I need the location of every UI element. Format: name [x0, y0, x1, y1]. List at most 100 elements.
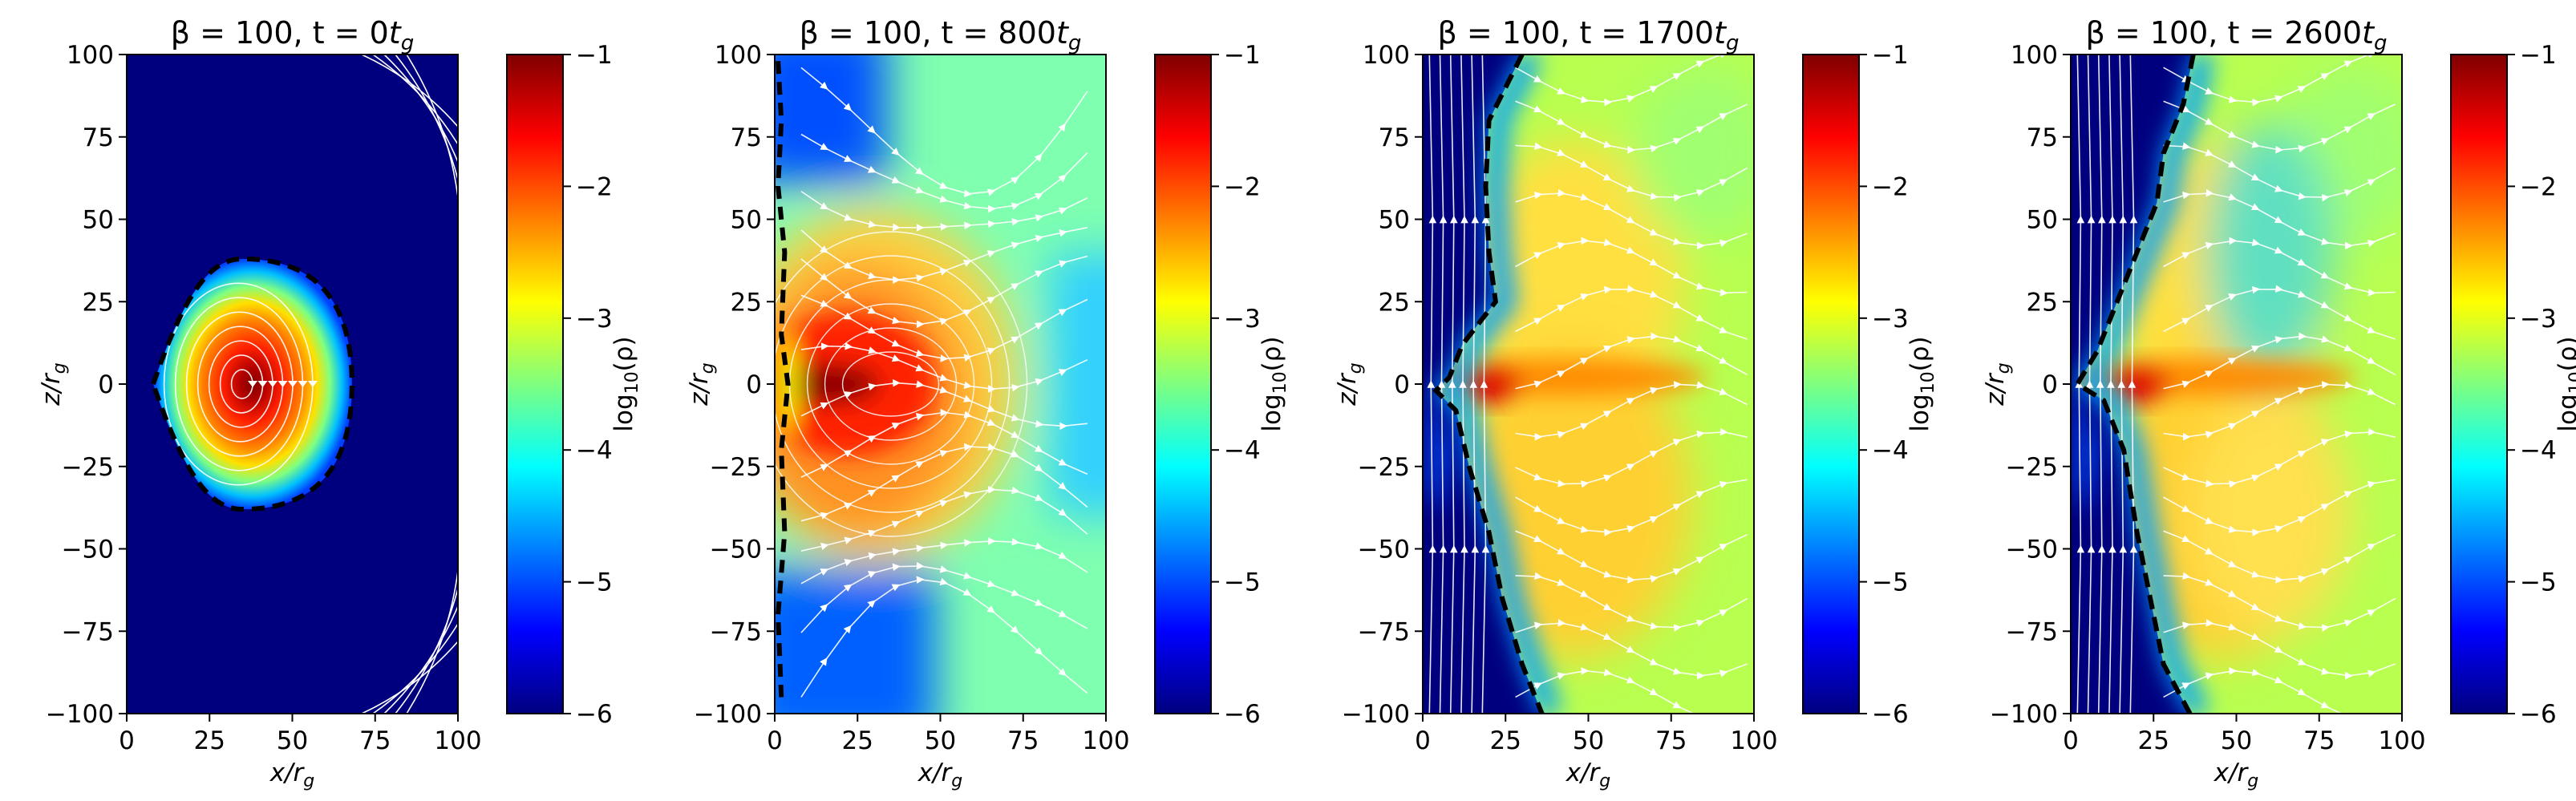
- panel-title: β = 100, t = 800tg: [800, 15, 1082, 55]
- x-tick-label: 50: [2221, 726, 2252, 755]
- colorbar-tick-label: −1: [1224, 41, 1261, 70]
- colorbar-frame: [1154, 54, 1212, 714]
- y-tick-label: −25: [62, 453, 114, 482]
- y-tick-label: 75: [731, 123, 762, 152]
- y-tick-label: 100: [715, 41, 762, 70]
- colorbar-tick-label: −3: [1872, 305, 1909, 334]
- x-axis-label: x/rg: [2213, 759, 2259, 791]
- panel-title: β = 100, t = 1700tg: [1438, 15, 1740, 55]
- y-tick-label: −75: [62, 617, 114, 646]
- corner-streamline-top: [406, 55, 458, 198]
- dashed-boundary: [1432, 55, 1545, 714]
- x-axis-label: x/rg: [917, 759, 963, 791]
- funnel-streamline: [2085, 55, 2096, 714]
- corner-streamline-top: [383, 55, 458, 163]
- field-arrow: [248, 381, 258, 387]
- y-tick-label: −25: [710, 453, 762, 482]
- colorbar-tick-label: −3: [576, 305, 613, 334]
- corner-streamline-bottom: [406, 570, 458, 714]
- colorbar-label: log10(ρ): [1906, 336, 1938, 431]
- colorbar-tick-label: −3: [1224, 305, 1261, 334]
- field-loop: [806, 303, 975, 465]
- x-tick-label: 0: [767, 726, 783, 755]
- colorbar-frame: [506, 54, 564, 714]
- field-loop: [775, 231, 1028, 537]
- colorbar-tick-label: −5: [2520, 568, 2557, 597]
- streamline: [1515, 479, 1748, 536]
- y-tick-label: −100: [1990, 700, 2058, 729]
- x-tick-label: 100: [1082, 726, 1129, 755]
- streamline: [2163, 530, 2396, 584]
- panel-4: 0 25 50 75 100 100 75 50 25 0 −25 −50 −75 −100 β = 100…: [1981, 15, 2576, 791]
- y-axis-label: z/rg: [1333, 362, 1366, 406]
- x-tick-label: 25: [194, 726, 225, 755]
- colorbar-tick-label: −5: [576, 568, 613, 597]
- y-tick-label: 25: [83, 288, 114, 317]
- colorbar-gradient: [1155, 55, 1211, 714]
- colorbar-tick-label: −5: [1872, 568, 1909, 597]
- colorbar-frame: [2450, 54, 2508, 714]
- colorbar-tick-label: −5: [1224, 568, 1261, 597]
- field-arrow: [307, 381, 318, 387]
- x-tick-label: 75: [1007, 726, 1039, 755]
- y-tick-label: −50: [2006, 536, 2058, 564]
- y-tick-label: 100: [1363, 41, 1410, 70]
- streamline: [1515, 100, 1748, 154]
- x-tick-label: 100: [1730, 726, 1777, 755]
- y-tick-label: 0: [2042, 370, 2058, 399]
- y-tick-label: −100: [694, 700, 762, 729]
- colorbar-tick-label: −2: [1224, 172, 1261, 201]
- heatmap-field: [1423, 55, 1754, 714]
- x-axis-label: x/rg: [1565, 759, 1611, 791]
- panel-3: 0 25 50 75 100 100 75 50 25 0 −25 −50 −75 −100 β = 100…: [1333, 15, 1938, 791]
- y-tick-label: 50: [2027, 206, 2058, 235]
- streamline: [1515, 381, 1748, 441]
- yellow-lobe: [2189, 395, 2350, 637]
- heatmap-field: [775, 55, 1106, 714]
- streamline: [2163, 55, 2376, 107]
- y-tick-label: −100: [1342, 700, 1410, 729]
- colorbar-tick-label: −2: [1872, 172, 1909, 201]
- colorbar-tick-label: −1: [1872, 41, 1909, 70]
- y-tick-label: 100: [67, 41, 114, 70]
- corner-streamline-top: [395, 55, 458, 180]
- y-tick-label: −100: [46, 700, 114, 729]
- colorbar-frame: [1802, 54, 1860, 714]
- panel-title: β = 100, t = 0tg: [171, 15, 414, 55]
- streamline: [2163, 381, 2396, 441]
- x-tick-label: 25: [842, 726, 873, 755]
- y-tick-label: −25: [2006, 453, 2058, 482]
- outer-edge-low: [1050, 252, 1106, 516]
- dashed-boundary: [150, 256, 354, 512]
- streamline: [1515, 55, 1728, 107]
- streamline: [800, 227, 1088, 284]
- x-tick-label: 0: [2063, 726, 2079, 755]
- colorbar-tick-label: −4: [1224, 436, 1261, 465]
- x-tick-label: 75: [2303, 726, 2335, 755]
- field-arrow: [268, 381, 278, 387]
- x-tick-label: 0: [1415, 726, 1431, 755]
- colorbar-gradient: [1803, 55, 1859, 714]
- colorbar-gradient: [2451, 55, 2507, 714]
- y-axis-label: z/rg: [1981, 362, 2014, 406]
- streamline: [800, 190, 1088, 232]
- x-tick-label: 50: [277, 726, 308, 755]
- funnel-streamline: [2128, 55, 2138, 714]
- colorbar-tick-label: −1: [2520, 41, 2557, 70]
- colorbar-gradient: [507, 55, 563, 714]
- funnel-streamline: [1469, 55, 1480, 714]
- x-tick-label: 75: [1655, 726, 1687, 755]
- x-tick-label: 75: [359, 726, 391, 755]
- polar-low-density-bottom: [775, 569, 935, 714]
- panel-title: β = 100, t = 2600tg: [2086, 15, 2388, 55]
- field-loop: [824, 327, 958, 441]
- y-tick-label: 25: [2027, 288, 2058, 317]
- y-tick-label: 50: [83, 206, 114, 235]
- corner-streamline-bottom: [361, 641, 458, 714]
- colorbar-label: log10(ρ): [2554, 336, 2576, 431]
- y-tick-label: 75: [1379, 123, 1410, 152]
- y-tick-label: 25: [1379, 288, 1410, 317]
- field-loop: [841, 351, 940, 417]
- funnel-streamline: [1427, 55, 1437, 714]
